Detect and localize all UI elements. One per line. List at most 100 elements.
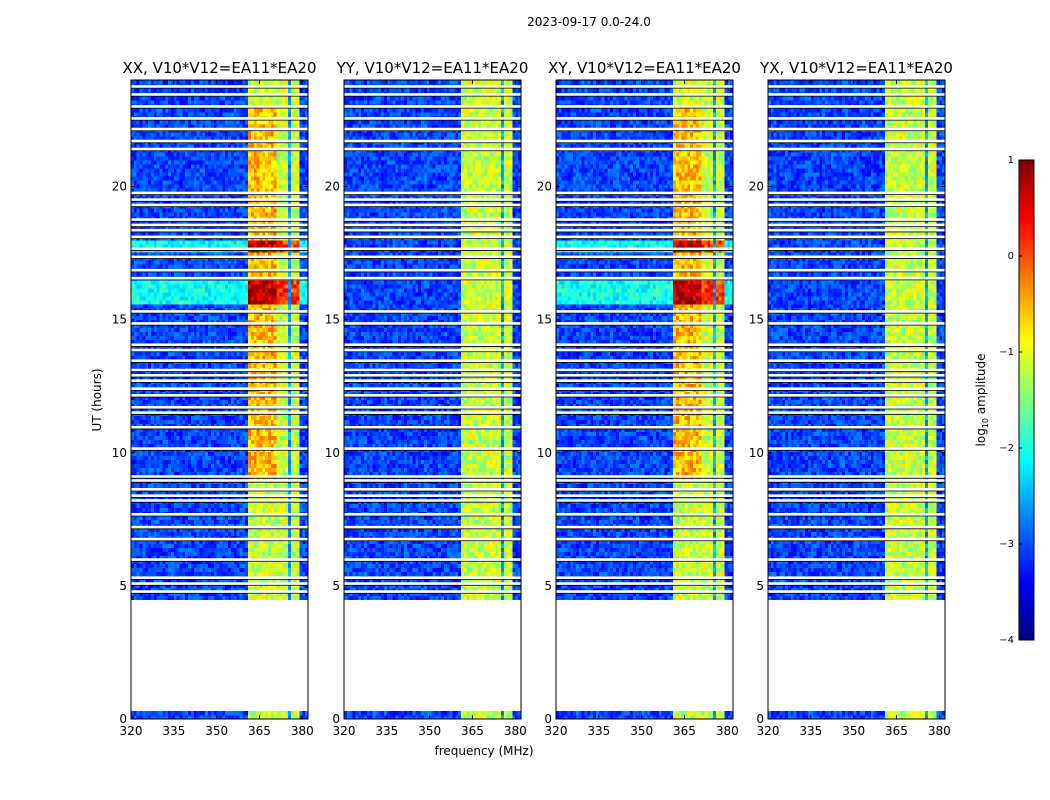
flagged-row xyxy=(344,494,521,497)
x-tick-label: 350 xyxy=(630,724,653,738)
flagged-row xyxy=(556,411,733,414)
flagged-row xyxy=(768,411,945,414)
flagged-row xyxy=(556,479,733,482)
x-tick-label: 365 xyxy=(248,724,271,738)
flagged-row xyxy=(344,322,521,325)
flagged-row xyxy=(344,198,521,201)
y-tick-label: 10 xyxy=(749,446,764,460)
flagged-row xyxy=(768,148,945,151)
flagged-row xyxy=(768,322,945,325)
flagged-row xyxy=(131,558,308,561)
flagged-row xyxy=(556,349,733,352)
flagged-row xyxy=(556,475,733,478)
flagged-row xyxy=(131,369,308,372)
flagged-row xyxy=(344,140,521,143)
flagged-row xyxy=(131,576,308,579)
flagged-row xyxy=(556,322,733,325)
heatmap-cells xyxy=(768,80,946,720)
colorbar-label: log10 amplitude xyxy=(974,354,990,447)
figure-suptitle: 2023-09-17 0.0-24.0 xyxy=(527,15,651,29)
y-tick-label: 15 xyxy=(325,313,340,327)
flagged-row xyxy=(131,499,308,502)
flagged-row xyxy=(344,204,521,207)
y-tick-label: 10 xyxy=(537,446,552,460)
y-tick-label: 15 xyxy=(112,313,127,327)
flagged-row xyxy=(131,479,308,482)
x-tick-label: 365 xyxy=(885,724,908,738)
flagged-row xyxy=(131,277,308,280)
flagged-row xyxy=(556,538,733,541)
flagged-row xyxy=(131,140,308,143)
flagged-row xyxy=(556,343,733,346)
flagged-row xyxy=(131,411,308,414)
flagged-row xyxy=(768,479,945,482)
flagged-row xyxy=(768,236,945,239)
flagged-row xyxy=(556,387,733,390)
flagged-row xyxy=(131,198,308,201)
flagged-row xyxy=(556,128,733,131)
flagged-row xyxy=(344,411,521,414)
flagged-row xyxy=(556,248,733,251)
flagged-row xyxy=(131,359,308,362)
flagged-row xyxy=(556,85,733,88)
flagged-row xyxy=(344,499,521,502)
x-tick-label: 320 xyxy=(757,724,780,738)
flagged-row xyxy=(344,343,521,346)
flagged-row xyxy=(556,117,733,120)
x-tick-label: 335 xyxy=(375,724,398,738)
colorbar-label-rest: amplitude xyxy=(974,354,988,418)
flagged-row xyxy=(131,192,308,195)
flagged-row xyxy=(344,349,521,352)
flagged-row xyxy=(344,488,521,491)
x-tick-label: 380 xyxy=(291,724,314,738)
flagged-row xyxy=(556,218,733,221)
flagged-row xyxy=(131,582,308,585)
flagged-row xyxy=(131,343,308,346)
flagged-row xyxy=(556,494,733,497)
flagged-row xyxy=(556,359,733,362)
flagged-row xyxy=(768,394,945,397)
colorbar-tick-label: 1 xyxy=(1008,155,1014,166)
flagged-row xyxy=(344,256,521,259)
flagged-row xyxy=(556,236,733,239)
flagged-row xyxy=(556,447,733,450)
panel-title: YY, V10*V12=EA11*EA20 xyxy=(336,59,529,77)
flagged-row xyxy=(556,140,733,143)
flagged-row xyxy=(344,277,521,280)
flagged-row xyxy=(556,590,733,593)
flagged-row xyxy=(556,93,733,96)
flagged-row xyxy=(768,248,945,251)
colorbar-gradient xyxy=(1019,160,1034,640)
flagged-row xyxy=(344,248,521,251)
flagged-row xyxy=(768,117,945,120)
flagged-row xyxy=(768,406,945,409)
flagged-row xyxy=(344,387,521,390)
flagged-row xyxy=(344,85,521,88)
flagged-row xyxy=(131,426,308,429)
y-tick-label: 20 xyxy=(325,180,340,194)
flagged-row xyxy=(131,526,308,529)
colorbar-label-log: log xyxy=(974,428,988,446)
x-tick-label: 380 xyxy=(504,724,527,738)
panel-title: XY, V10*V12=EA11*EA20 xyxy=(548,59,741,77)
flagged-row xyxy=(768,369,945,372)
flagged-row xyxy=(768,475,945,478)
flagged-row xyxy=(768,538,945,541)
flagged-row xyxy=(131,513,308,516)
flagged-row xyxy=(768,277,945,280)
flagged-row xyxy=(131,379,308,382)
colorbar: 10−1−2−3−4 xyxy=(999,155,1034,646)
flagged-row xyxy=(344,513,521,516)
y-tick-label: 0 xyxy=(119,712,127,726)
flagged-row xyxy=(768,85,945,88)
figure: 2023-09-17 0.0-24.0 XX, V10*V12=EA11*EA2… xyxy=(0,0,1050,800)
panel-title: YX, V10*V12=EA11*EA20 xyxy=(759,59,953,77)
flagged-row xyxy=(556,488,733,491)
flagged-row xyxy=(768,488,945,491)
y-tick-label: 20 xyxy=(537,180,552,194)
flagged-row xyxy=(344,369,521,372)
flagged-row xyxy=(768,192,945,195)
